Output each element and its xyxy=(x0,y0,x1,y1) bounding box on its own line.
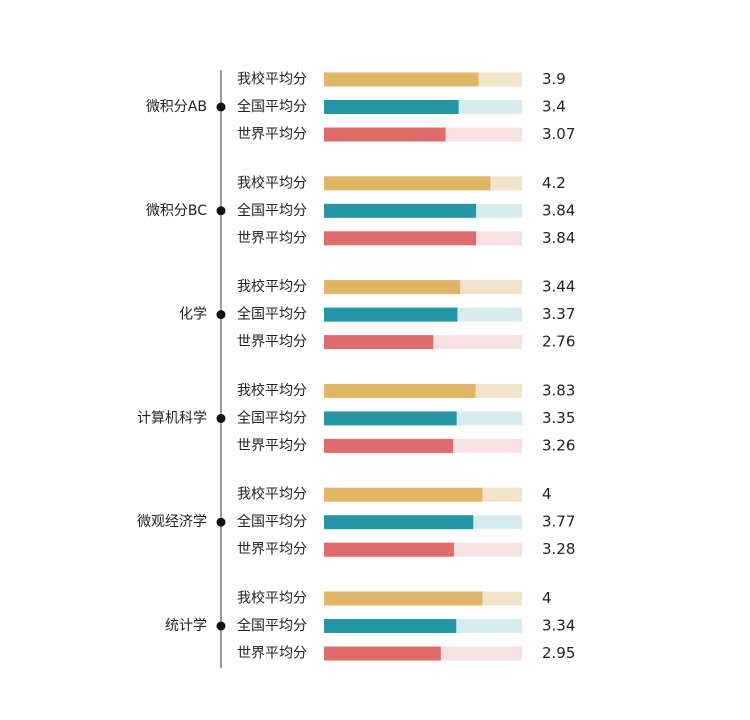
series-label: 世界平均分 xyxy=(237,334,307,350)
bar xyxy=(324,280,461,295)
category-label: 计算机科学 xyxy=(137,410,207,426)
series-label: 全国平均分 xyxy=(237,306,307,323)
timeline-dot xyxy=(216,517,226,527)
category-label: 微积分AB xyxy=(146,99,207,115)
bar xyxy=(324,307,458,322)
series-label: 全国平均分 xyxy=(237,202,307,219)
bar xyxy=(324,438,454,453)
bar xyxy=(324,335,434,350)
bar xyxy=(324,591,483,606)
category-label: 微积分BC xyxy=(146,203,207,219)
series-label: 全国平均分 xyxy=(237,617,307,634)
bar xyxy=(324,100,459,114)
timeline-dot xyxy=(216,310,226,320)
series-label: 我校平均分 xyxy=(237,71,307,88)
value-label: 3.83 xyxy=(542,381,575,399)
value-label: 3.84 xyxy=(542,201,575,219)
timeline-dot xyxy=(216,621,226,631)
bar xyxy=(324,383,476,398)
timeline-dot xyxy=(216,206,226,216)
series-label: 全国平均分 xyxy=(237,513,307,530)
bar xyxy=(324,231,477,246)
value-label: 3.4 xyxy=(542,98,566,116)
value-label: 3.28 xyxy=(542,540,575,558)
value-label: 3.77 xyxy=(542,513,575,531)
value-label: 3.35 xyxy=(542,409,575,427)
bar xyxy=(324,203,477,218)
value-label: 3.84 xyxy=(542,229,575,247)
category-label: 统计学 xyxy=(165,618,207,634)
bar xyxy=(324,411,457,426)
value-label: 4 xyxy=(542,485,552,503)
series-label: 全国平均分 xyxy=(237,98,307,115)
series-label: 我校平均分 xyxy=(237,590,307,607)
series-label: 我校平均分 xyxy=(237,486,307,503)
bar xyxy=(324,646,441,661)
series-label: 世界平均分 xyxy=(237,127,307,143)
value-label: 3.9 xyxy=(542,70,566,88)
series-label: 世界平均分 xyxy=(237,542,307,558)
timeline-dot xyxy=(216,102,226,112)
value-label: 2.95 xyxy=(542,644,575,662)
series-label: 我校平均分 xyxy=(237,278,307,295)
series-label: 世界平均分 xyxy=(237,646,307,662)
series-label: 我校平均分 xyxy=(237,174,307,191)
category-label: 化学 xyxy=(179,307,207,323)
value-label: 4 xyxy=(542,589,552,607)
bar xyxy=(324,619,457,633)
series-label: 世界平均分 xyxy=(237,438,307,454)
bar xyxy=(324,72,479,87)
bar xyxy=(324,176,491,191)
category-label: 微观经济学 xyxy=(137,514,207,530)
bar xyxy=(324,487,483,502)
series-label: 我校平均分 xyxy=(237,382,307,399)
value-label: 3.07 xyxy=(542,125,575,143)
value-label: 3.37 xyxy=(542,305,575,323)
value-label: 3.26 xyxy=(542,436,575,454)
bar xyxy=(324,127,446,142)
value-label: 4.2 xyxy=(542,174,566,192)
series-label: 全国平均分 xyxy=(237,409,307,426)
bar xyxy=(324,515,474,530)
timeline-dot xyxy=(216,413,226,423)
value-label: 2.76 xyxy=(542,333,575,351)
series-label: 世界平均分 xyxy=(237,230,307,246)
bar xyxy=(324,542,454,557)
value-label: 3.34 xyxy=(542,617,575,635)
value-label: 3.44 xyxy=(542,278,575,296)
